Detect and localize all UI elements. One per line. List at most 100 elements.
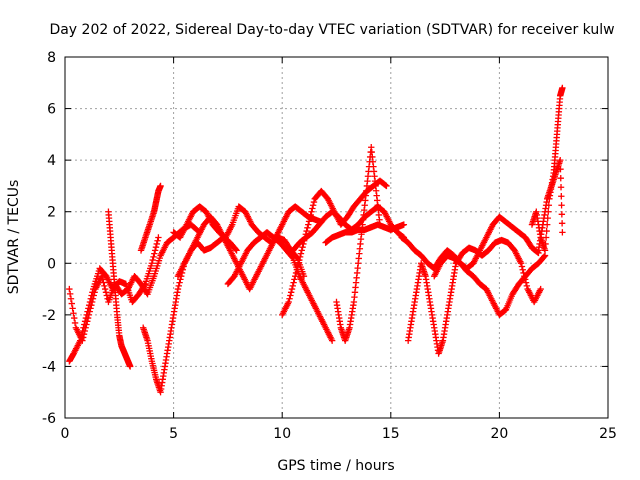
- data-point: [293, 266, 301, 273]
- data-point: [79, 327, 86, 335]
- data-point: [296, 256, 303, 264]
- series-track-8: [224, 229, 336, 344]
- data-point: [101, 282, 108, 290]
- data-point: [305, 218, 313, 225]
- data-point: [557, 165, 564, 173]
- data-point: [148, 260, 156, 267]
- data-point: [89, 289, 96, 296]
- data-point: [297, 250, 305, 257]
- data-point: [294, 263, 301, 270]
- data-point: [151, 247, 159, 254]
- chart-title: Day 202 of 2022, Sidereal Day-to-day VTE…: [49, 22, 614, 38]
- data-point: [286, 295, 293, 302]
- series-track-12: [322, 221, 408, 246]
- data-point: [232, 246, 239, 253]
- data-point: [67, 295, 75, 302]
- data-point: [70, 310, 77, 317]
- data-point: [176, 279, 183, 286]
- data-point: [542, 240, 549, 248]
- data-point: [101, 285, 109, 293]
- series-track-3: [105, 208, 134, 370]
- data-point: [77, 337, 84, 344]
- data-point: [559, 229, 566, 236]
- data-point: [309, 205, 316, 212]
- data-point: [541, 247, 549, 254]
- data-point: [80, 324, 87, 331]
- data-point: [81, 318, 89, 325]
- data-point: [523, 282, 531, 290]
- data-point: [542, 234, 550, 241]
- data-point: [520, 269, 527, 277]
- data-point: [558, 211, 566, 218]
- data-point: [287, 289, 295, 296]
- axis-ticks: 0 5 10 15 20 25 -6 -4 -2 0 2 4 6 8: [42, 50, 617, 442]
- data-point: [308, 208, 315, 215]
- data-point: [87, 295, 94, 302]
- data-point: [126, 363, 134, 370]
- data-point: [152, 243, 160, 251]
- data-point: [559, 84, 566, 92]
- data-point: [557, 174, 564, 182]
- data-point: [306, 214, 314, 222]
- data-point: [154, 237, 161, 244]
- data-point: [537, 285, 544, 293]
- data-point: [100, 279, 107, 286]
- data-point: [285, 298, 292, 306]
- data-point: [557, 156, 564, 164]
- series-track-16: [452, 236, 544, 306]
- data-point: [287, 292, 294, 299]
- data-point: [77, 334, 85, 341]
- y-tick-label: 6: [47, 102, 56, 118]
- data-point: [292, 272, 299, 280]
- data-point: [150, 253, 157, 261]
- series-track-18: [535, 156, 566, 254]
- x-tick-label: 5: [169, 426, 178, 442]
- data-point: [69, 305, 76, 312]
- data-point: [557, 184, 565, 191]
- data-point: [81, 321, 88, 328]
- series-track-4: [137, 182, 164, 254]
- data-point: [66, 290, 74, 298]
- data-point: [522, 279, 530, 286]
- data-point: [292, 269, 300, 277]
- y-tick-label: 4: [47, 153, 56, 169]
- data-point: [175, 282, 182, 290]
- data-point: [519, 266, 526, 273]
- data-point: [177, 276, 184, 283]
- data-point: [86, 298, 94, 306]
- data-point: [83, 311, 90, 319]
- data-points: [66, 84, 566, 396]
- data-point: [383, 182, 390, 190]
- series-track-11: [333, 144, 384, 344]
- x-tick-label: 0: [61, 426, 70, 442]
- data-point: [400, 221, 408, 228]
- data-point: [296, 253, 304, 261]
- data-point: [309, 202, 317, 209]
- data-point: [291, 276, 298, 283]
- data-point: [174, 285, 182, 293]
- x-tick-label: 15: [382, 426, 400, 442]
- x-axis-label: GPS time / hours: [277, 458, 394, 474]
- data-point: [518, 263, 526, 270]
- data-point: [304, 224, 311, 232]
- data-point: [521, 272, 528, 280]
- data-point: [558, 193, 565, 200]
- data-point: [521, 276, 529, 283]
- series-track-2: [66, 234, 162, 365]
- y-tick-label: 2: [47, 205, 56, 221]
- data-point: [88, 292, 95, 299]
- data-point: [289, 282, 296, 290]
- y-tick-label: 8: [47, 50, 56, 66]
- data-point: [517, 260, 525, 267]
- data-point: [558, 220, 566, 227]
- y-tick-label: -6: [42, 411, 56, 427]
- data-point: [85, 301, 93, 309]
- data-point: [85, 305, 92, 312]
- x-tick-label: 10: [273, 426, 291, 442]
- data-point: [307, 211, 314, 219]
- data-point: [328, 337, 336, 344]
- data-point: [68, 300, 75, 307]
- data-point: [151, 250, 158, 257]
